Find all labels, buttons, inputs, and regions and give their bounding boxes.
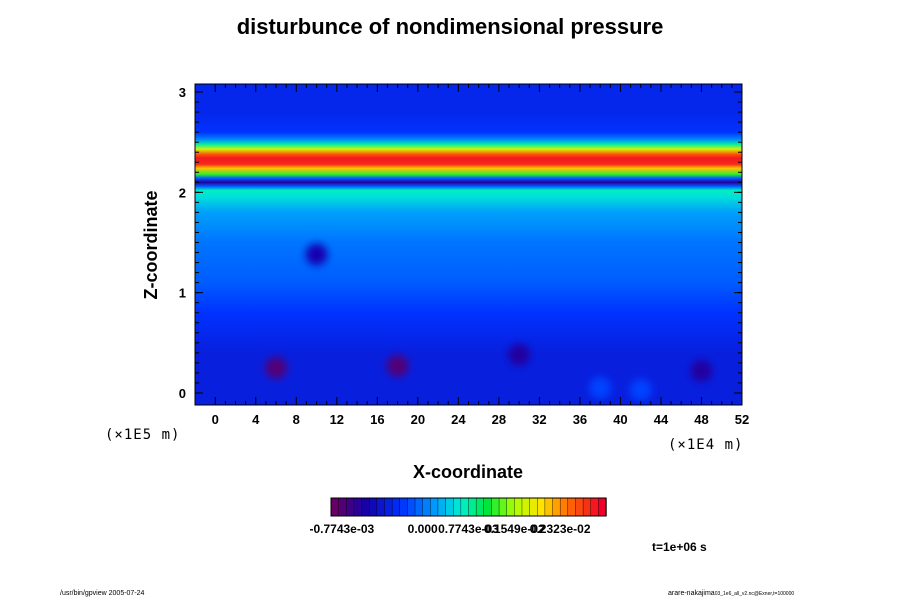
x-multiplier: (×1E4 m) (668, 437, 743, 453)
colorbar-cell (346, 497, 355, 517)
y-tick-label: 2 (179, 185, 186, 200)
colorbar-cell (445, 497, 454, 517)
heatmap-field (195, 84, 742, 405)
x-tick-label: 0 (212, 412, 219, 427)
chart-title: disturbunce of nondimensional pressure (236, 14, 664, 39)
x-tick-label: 44 (654, 412, 669, 427)
x-tick-label: 48 (694, 412, 708, 427)
colorbar-tick-label: 0.1549e-02 (484, 522, 545, 536)
colorbar-cell (361, 497, 370, 517)
colorbar-cell (598, 497, 607, 517)
colorbar-cell (368, 497, 378, 517)
colorbar-cell (399, 497, 409, 517)
heatmap-blobs (265, 243, 713, 401)
footer-left: /usr/bin/gpview 2005-07-24 (60, 590, 145, 597)
colorbar-tick-label: 0.7743e-03 (438, 522, 499, 536)
x-tick-label: 32 (532, 412, 546, 427)
colorbar (330, 497, 607, 517)
colorbar-cell (430, 497, 439, 517)
y-tick-label: 0 (179, 386, 186, 401)
colorbar-cell (498, 497, 508, 517)
y-tick-label: 3 (179, 85, 186, 100)
colorbar-cell (552, 497, 561, 517)
colorbar-cell (330, 497, 340, 517)
colorbar-cell (468, 497, 477, 517)
colorbar-cell (475, 497, 485, 517)
heatmap-blob (386, 354, 409, 377)
colorbar-cell (537, 497, 546, 517)
colorbar-cell (384, 497, 393, 517)
x-tick-label: 28 (492, 412, 506, 427)
colorbar-tick-labels: -0.7743e-03 0.000 0.7743e-030.1549e-020.23… (309, 522, 590, 536)
colorbar-tick-label: 0.2323e-02 (530, 522, 591, 536)
x-axis-label: X-coordinate (413, 462, 523, 482)
colorbar-cell (414, 497, 424, 517)
heatmap-blob (508, 343, 531, 366)
x-tick-label: 16 (370, 412, 384, 427)
time-label: t=1e+06 s (652, 540, 707, 554)
colorbar-cell (453, 497, 462, 517)
x-tick-label: 24 (451, 412, 466, 427)
colorbar-cell (521, 497, 531, 517)
colorbar-cell (491, 497, 500, 517)
colorbar-cell (559, 497, 569, 517)
colorbar-cell (422, 497, 432, 517)
y-multiplier: (×1E5 m) (105, 427, 180, 443)
colorbar-cell (582, 497, 592, 517)
colorbar-cell (506, 497, 516, 517)
colorbar-cell (567, 497, 577, 517)
x-tick-label: 4 (252, 412, 260, 427)
heatmap-blob (265, 356, 288, 379)
colorbar-frame (330, 497, 607, 517)
footer-right: arare-nakajima03_1e6_all_v2.nc@Exner,t=1… (668, 590, 794, 597)
colorbar-cell (544, 497, 554, 517)
x-tick-label: 52 (735, 412, 749, 427)
heatmap-blob (629, 378, 652, 401)
y-tick-label: 1 (179, 286, 186, 301)
colorbar-cell (437, 497, 447, 517)
colorbar-cell (407, 497, 416, 517)
heatmap-blob (690, 359, 713, 382)
colorbar-cell (353, 497, 363, 517)
colorbar-tick-label: 0.000 (408, 522, 438, 536)
colorbar-cell (376, 497, 386, 517)
colorbar-cell (575, 497, 584, 517)
colorbar-cell (391, 497, 401, 517)
footer-right-text: arare-nakajima (668, 590, 715, 597)
x-tick-label: 36 (573, 412, 587, 427)
colorbar-tick-label: -0.7743e-03 (309, 522, 374, 536)
colorbar-cell (483, 497, 493, 517)
footer-right-small: 03_1e6_all_v2.nc@Exner,t=100000 (714, 591, 795, 597)
heatmap-blob (589, 376, 612, 399)
x-tick-label: 20 (411, 412, 425, 427)
colorbar-cell (460, 497, 470, 517)
colorbar-cell (590, 497, 600, 517)
heatmap-blob (305, 243, 328, 266)
colorbar-cell (529, 497, 538, 517)
y-axis-label: Z-coordinate (141, 190, 161, 299)
colorbar-cell (338, 497, 347, 517)
x-tick-label: 40 (613, 412, 627, 427)
x-tick-label: 8 (293, 412, 300, 427)
x-tick-label: 12 (330, 412, 344, 427)
colorbar-cell (514, 497, 523, 517)
